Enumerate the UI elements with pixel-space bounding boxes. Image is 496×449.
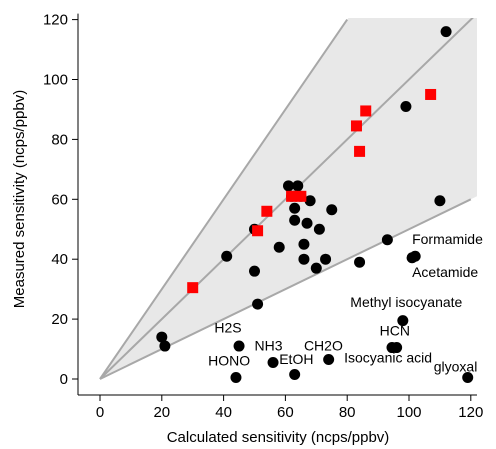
data-point-circle bbox=[156, 331, 168, 343]
y-axis-title: Measured sensitivity (ncps/ppbv) bbox=[11, 90, 28, 308]
y-tick-label: 80 bbox=[51, 131, 68, 148]
annotation-label: Acetamide bbox=[412, 264, 478, 280]
data-point-circle bbox=[391, 342, 403, 354]
annotation-label: H2S bbox=[214, 320, 241, 336]
x-tick-label: 20 bbox=[153, 404, 170, 421]
data-point-circle bbox=[301, 217, 313, 229]
data-point-circle bbox=[400, 100, 412, 112]
data-point-circle bbox=[320, 253, 332, 265]
data-point-square bbox=[252, 225, 264, 237]
data-point-circle bbox=[381, 234, 393, 246]
reference-line-slope-1_5 bbox=[99, 19, 349, 380]
data-point-circle bbox=[409, 250, 421, 262]
annotation-label: CH2O bbox=[304, 338, 343, 354]
data-point-circle bbox=[233, 340, 245, 352]
data-point-circle bbox=[292, 180, 304, 192]
y-tick-label: 40 bbox=[51, 251, 68, 268]
annotation-label: NH3 bbox=[255, 338, 283, 354]
data-point-circle bbox=[273, 241, 285, 253]
annotation-label: HCN bbox=[380, 323, 410, 339]
y-tick-label: 100 bbox=[43, 72, 68, 89]
annotation-label: EtOH bbox=[279, 351, 313, 367]
y-tick-label: 20 bbox=[51, 311, 68, 328]
x-tick-label: 60 bbox=[277, 404, 294, 421]
annotation-label: Methyl isocyanate bbox=[350, 294, 462, 310]
data-point-circle bbox=[397, 315, 409, 327]
x-axis-title: Calculated sensitivity (ncps/ppbv) bbox=[167, 429, 390, 446]
data-point-circle bbox=[289, 214, 301, 226]
data-point-square bbox=[350, 120, 362, 132]
data-point-square bbox=[425, 88, 437, 100]
data-point-circle bbox=[159, 340, 171, 352]
y-tick-label: 0 bbox=[60, 371, 68, 388]
y-tick-label: 60 bbox=[51, 191, 68, 208]
data-point-square bbox=[354, 145, 366, 157]
x-tick-label: 0 bbox=[96, 404, 104, 421]
data-point-circle bbox=[304, 195, 316, 207]
data-point-circle bbox=[252, 298, 264, 310]
data-point-circle bbox=[230, 372, 242, 384]
data-point-circle bbox=[289, 202, 301, 214]
data-points bbox=[156, 26, 474, 384]
data-point-circle bbox=[267, 357, 279, 369]
annotations: Formamide Acetamide Methyl isocyanate H2S HC… bbox=[208, 231, 483, 374]
data-point-circle bbox=[310, 262, 322, 274]
x-tick-label: 40 bbox=[215, 404, 232, 421]
data-point-circle bbox=[298, 253, 310, 265]
data-point-circle bbox=[462, 372, 474, 384]
y-tick-label: 120 bbox=[43, 12, 68, 29]
data-point-square bbox=[295, 190, 307, 202]
x-tick-label: 80 bbox=[339, 404, 356, 421]
annotation-label: HONO bbox=[208, 353, 250, 369]
data-point-square bbox=[360, 105, 372, 117]
data-point-circle bbox=[249, 265, 260, 277]
data-point-square bbox=[187, 282, 199, 294]
annotation-label: glyoxal bbox=[434, 359, 478, 375]
data-point-square bbox=[261, 205, 273, 217]
data-point-circle bbox=[298, 238, 310, 250]
data-point-circle bbox=[313, 223, 325, 235]
data-point-circle bbox=[326, 204, 338, 216]
data-point-circle bbox=[434, 195, 446, 207]
data-point-circle bbox=[221, 250, 233, 262]
annotation-label: Formamide bbox=[412, 231, 483, 247]
data-point-circle bbox=[354, 256, 366, 268]
x-tick-label: 100 bbox=[396, 404, 421, 421]
annotation-label: Isocyanic acid bbox=[344, 350, 432, 366]
axes: 0 20 40 60 80 100 120 0 20 40 60 80 100 120 bbox=[43, 12, 483, 421]
data-point-square bbox=[286, 190, 298, 202]
data-point-circle bbox=[440, 26, 452, 38]
data-point-circle bbox=[289, 369, 301, 381]
x-tick-label: 120 bbox=[458, 404, 483, 421]
data-point-circle bbox=[282, 180, 294, 192]
data-point-circle bbox=[323, 354, 335, 366]
